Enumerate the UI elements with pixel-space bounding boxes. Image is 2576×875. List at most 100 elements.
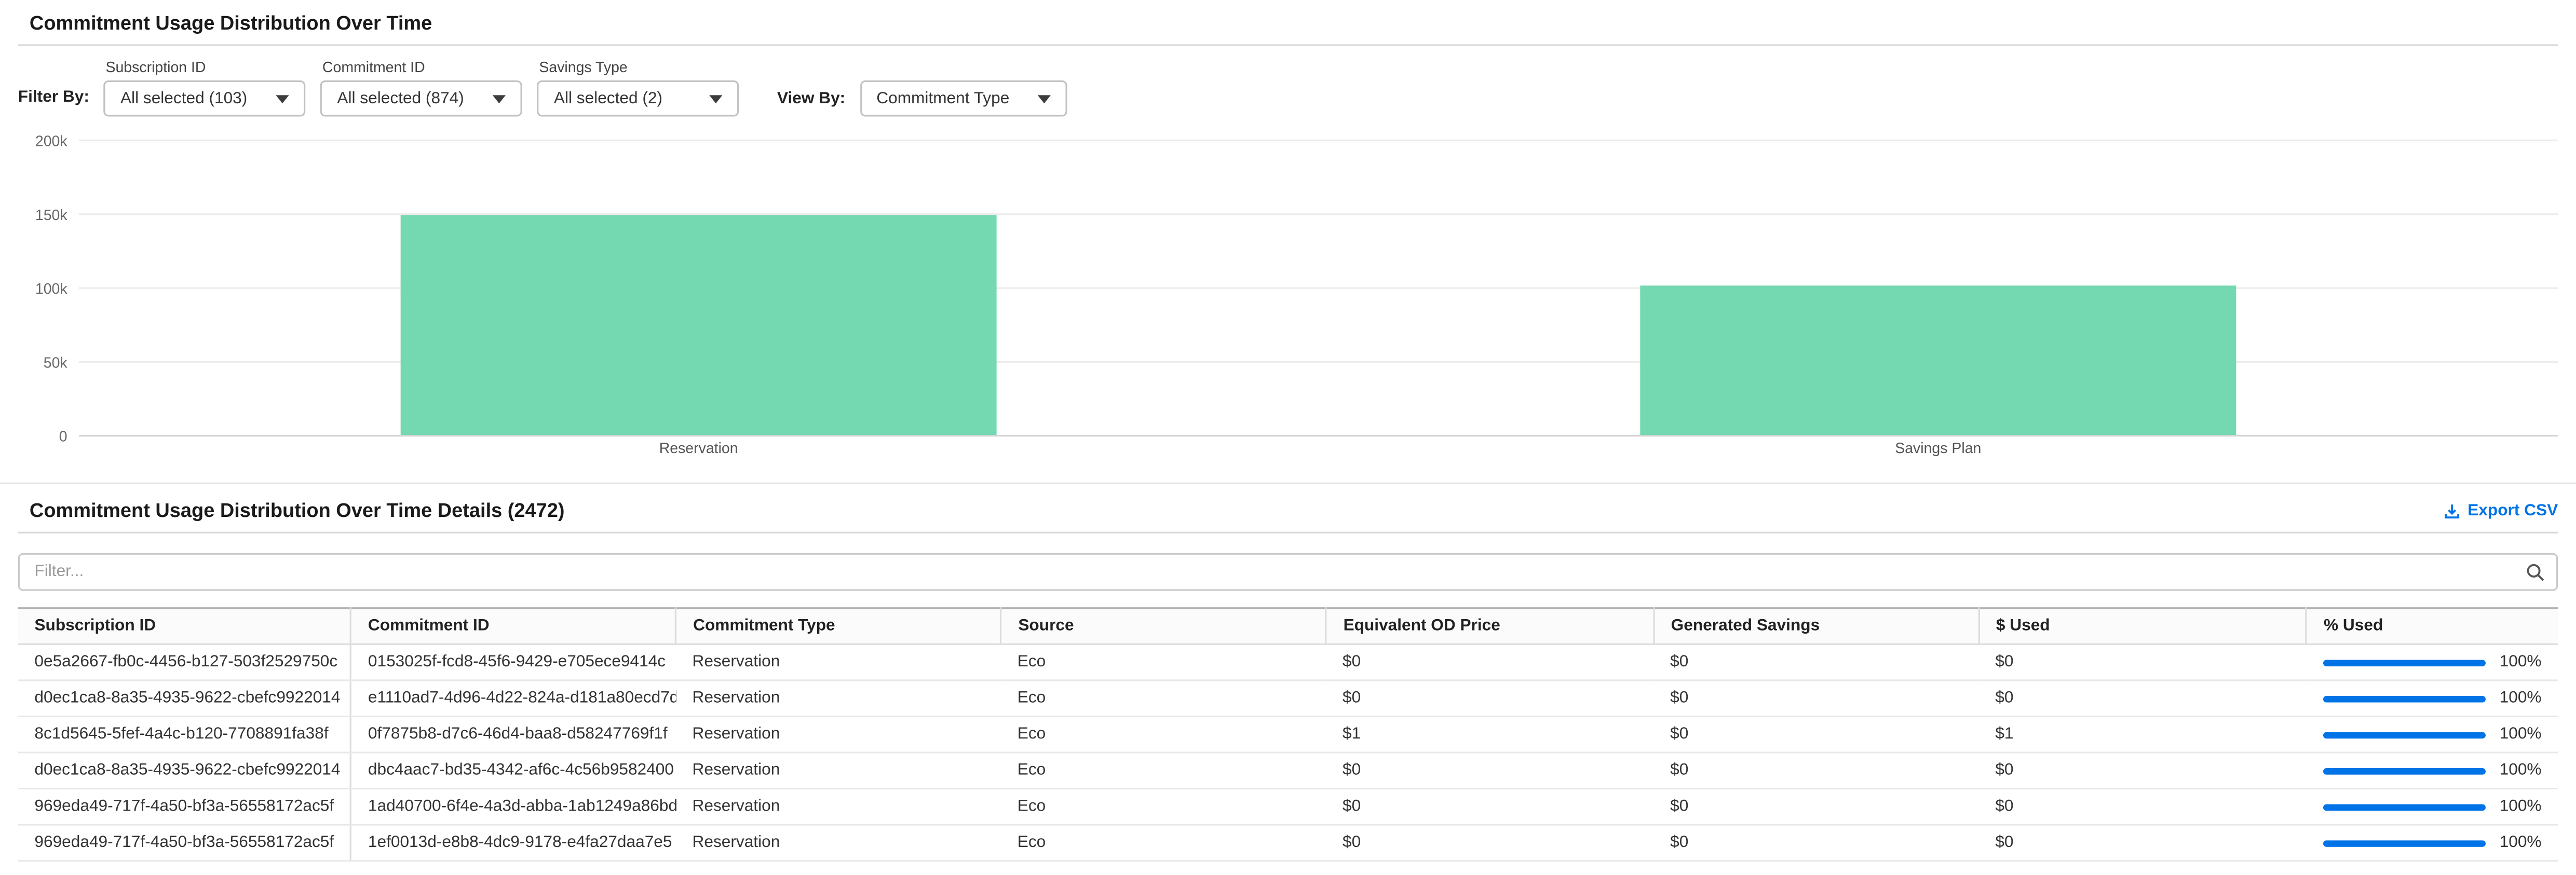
cell-generated-savings: $0: [1653, 644, 1979, 681]
view-by-dropdown[interactable]: Commitment Type: [860, 80, 1067, 117]
table-row[interactable]: d0ec1ca8-8a35-4935-9622-cbefc9922014 e111…: [18, 680, 2558, 718]
cell-source: Eco: [1001, 716, 1326, 754]
cell-commitment-type: Reservation: [675, 680, 1001, 718]
cell-used: $0: [1978, 825, 2307, 862]
pct-used-bar: [2323, 767, 2487, 774]
savings-type-dropdown[interactable]: All selected (2): [537, 80, 740, 117]
plot-area: 200k 150k 100k 50k 0: [35, 132, 2558, 444]
cell-equivalent-od-price: $0: [1326, 825, 1654, 862]
cell-used: $1: [1978, 716, 2307, 754]
cell-source: Eco: [1001, 753, 1326, 790]
pct-used-bar-fill: [2323, 767, 2487, 774]
gridline: 0: [59, 428, 2558, 444]
column-header--used[interactable]: $ Used: [1978, 607, 2308, 645]
details-header: Commitment Usage Distribution Over Time …: [18, 499, 2558, 522]
cell-commitment-type: Reservation: [675, 825, 1001, 862]
view-by-dropdown-value: Commitment Type: [876, 89, 1010, 108]
title-divider: [18, 44, 2558, 46]
cell-used: $0: [1978, 644, 2307, 681]
pct-used-bar: [2323, 695, 2487, 702]
commitment-id-filter-group: Commitment ID All selected (874): [320, 59, 523, 117]
details-title: Commitment Usage Distribution Over Time …: [29, 499, 565, 522]
commitment-id-label: Commitment ID: [322, 59, 425, 76]
table-filter: [18, 553, 2558, 591]
view-by-group: View By: Commitment Type: [777, 80, 1067, 117]
cell-subscription-id: 0e5a2667-fb0c-4456-b127-503f2529750c: [18, 644, 352, 681]
bar-chart: 200k 150k 100k 50k 0 Reservation Savings Plan: [18, 132, 2558, 457]
cell-subscription-id: 8c1d5645-5fef-4a4c-b120-7708891fa38f: [18, 716, 352, 754]
subscription-id-filter-group: Subscription ID All selected (103): [104, 59, 306, 117]
column-header-generated-savings[interactable]: Generated Savings: [1653, 607, 1980, 645]
column-header-commitment-id[interactable]: Commitment ID: [350, 607, 677, 645]
cell-generated-savings: $0: [1653, 680, 1979, 718]
commitment-id-dropdown[interactable]: All selected (874): [320, 80, 523, 117]
cell-subscription-id: d0ec1ca8-8a35-4935-9622-cbefc9922014: [18, 753, 352, 790]
pct-used-wrap: 100%: [2323, 653, 2542, 671]
pct-used-bar: [2323, 659, 2487, 666]
pct-used-bar-fill: [2323, 659, 2487, 666]
search-icon[interactable]: [2525, 562, 2546, 583]
x-axis-label: Reservation: [659, 440, 738, 457]
filter-by-label: Filter By:: [18, 88, 89, 107]
filter-bar: Filter By: Subscription ID All selected …: [18, 59, 2560, 117]
table-row[interactable]: 8c1d5645-5fef-4a4c-b120-7708891fa38f 0f78…: [18, 716, 2558, 754]
pct-used-bar: [2323, 839, 2487, 846]
cell-equivalent-od-price: $1: [1326, 716, 1654, 754]
cell-commitment-type: Reservation: [675, 716, 1001, 754]
column-header-equivalent-od-price[interactable]: Equivalent OD Price: [1326, 607, 1655, 645]
table-row[interactable]: 969eda49-717f-4a50-bf3a-56558172ac5f 1ad4…: [18, 788, 2558, 826]
cell-used: $0: [1978, 680, 2307, 718]
cell-generated-savings: $0: [1653, 788, 1979, 826]
table-row[interactable]: 0e5a2667-fb0c-4456-b127-503f2529750c 0153…: [18, 644, 2558, 681]
pct-used-bar: [2323, 731, 2487, 738]
gridline: 100k: [35, 280, 2558, 296]
cell-subscription-id: 969eda49-717f-4a50-bf3a-56558172ac5f: [18, 825, 352, 862]
cell-used: $0: [1978, 788, 2307, 826]
column-header-commitment-type[interactable]: Commitment Type: [675, 607, 1002, 645]
bar-slot: [79, 140, 1319, 435]
cell-pct-used: 100%: [2306, 680, 2558, 718]
bars-layer: [79, 140, 2558, 435]
table-row[interactable]: 969eda49-717f-4a50-bf3a-56558172ac5f 1ef0…: [18, 825, 2558, 862]
x-axis-label: Savings Plan: [1895, 440, 1982, 457]
pct-used-bar: [2323, 803, 2487, 810]
download-icon: [2445, 503, 2460, 518]
export-csv-button[interactable]: Export CSV: [2443, 501, 2558, 519]
table-body: 0e5a2667-fb0c-4456-b127-503f2529750c 0153…: [18, 644, 2558, 862]
cell-generated-savings: $0: [1653, 716, 1979, 754]
chevron-down-icon: [276, 94, 290, 103]
pct-used-wrap: 100%: [2323, 761, 2542, 780]
view-by-label: View By:: [777, 89, 846, 108]
bar-slot: [1318, 140, 2558, 435]
cell-equivalent-od-price: $0: [1326, 753, 1654, 790]
y-tick-label: 200k: [35, 132, 67, 149]
table-header-row: Subscription ID Commitment ID Commitment T…: [18, 607, 2558, 645]
gridline: 200k: [35, 132, 2558, 148]
pct-used-label: 100%: [2499, 761, 2542, 780]
page-title: Commitment Usage Distribution Over Time: [29, 11, 432, 35]
pct-used-bar-fill: [2323, 839, 2487, 846]
pct-used-wrap: 100%: [2323, 726, 2542, 744]
cell-equivalent-od-price: $0: [1326, 788, 1654, 826]
cell-commitment-type: Reservation: [675, 753, 1001, 790]
table-filter-input[interactable]: [18, 553, 2558, 591]
details-table: Subscription ID Commitment ID Commitment T…: [18, 607, 2558, 862]
subscription-id-label: Subscription ID: [105, 59, 206, 76]
subscription-id-dropdown[interactable]: All selected (103): [104, 80, 306, 117]
pct-used-bar-fill: [2323, 731, 2487, 738]
cell-commitment-id: 1ef0013d-e8b8-4dc9-9178-e4fa27daa7e5: [350, 825, 676, 862]
cell-source: Eco: [1001, 825, 1326, 862]
column-header--used[interactable]: % Used: [2306, 607, 2558, 645]
column-header-source[interactable]: Source: [1001, 607, 1327, 645]
details-divider: [18, 531, 2558, 534]
column-header-subscription-id[interactable]: Subscription ID: [18, 607, 352, 645]
table-row[interactable]: d0ec1ca8-8a35-4935-9622-cbefc9922014 dbc4…: [18, 753, 2558, 790]
cell-equivalent-od-price: $0: [1326, 680, 1654, 718]
gridline: 50k: [44, 354, 2558, 370]
pct-used-label: 100%: [2499, 689, 2542, 708]
cell-commitment-id: 1ad40700-6f4e-4a3d-abba-1ab1249a86bd: [350, 788, 676, 826]
pct-used-wrap: 100%: [2323, 834, 2542, 852]
chevron-down-icon: [710, 94, 723, 103]
cell-subscription-id: 969eda49-717f-4a50-bf3a-56558172ac5f: [18, 788, 352, 826]
cell-pct-used: 100%: [2306, 716, 2558, 754]
